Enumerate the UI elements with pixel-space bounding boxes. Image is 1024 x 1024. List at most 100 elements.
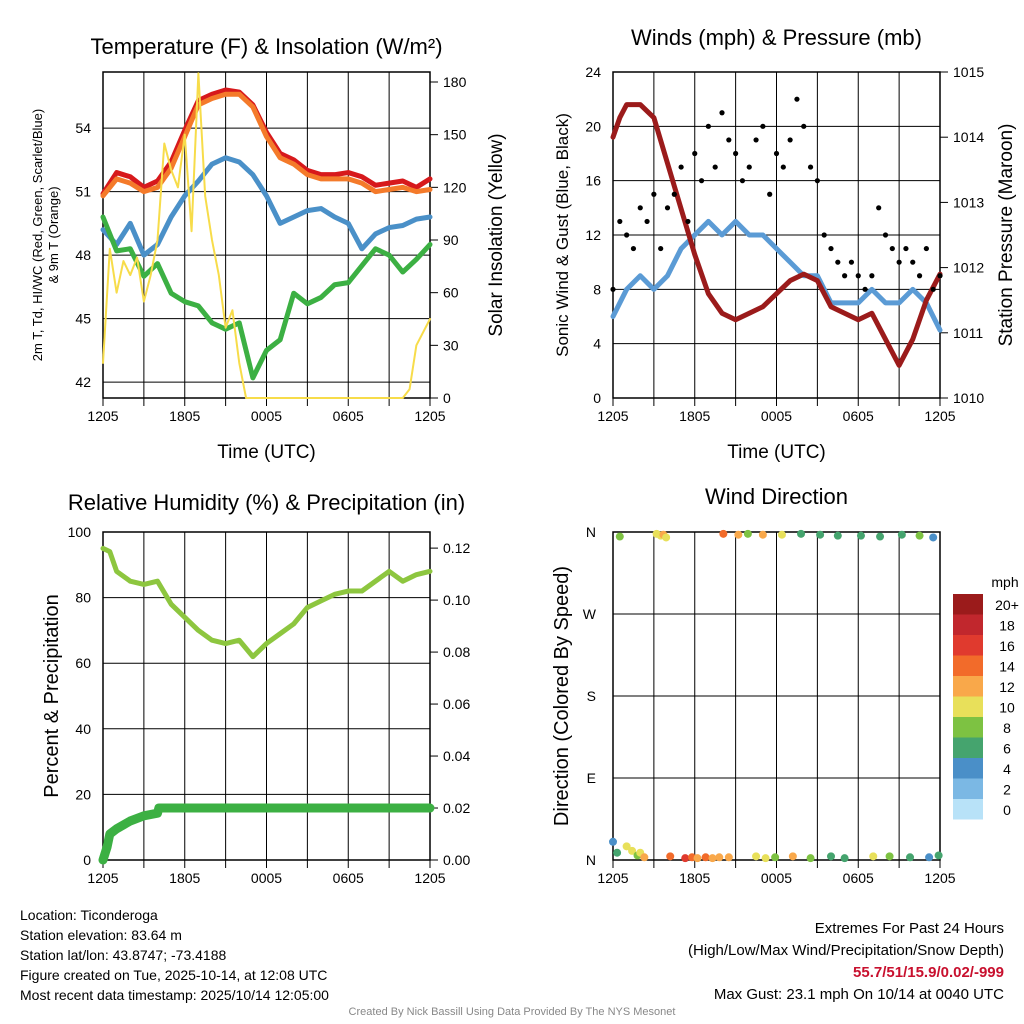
x-tick-label: 1205 — [87, 870, 118, 886]
y-tick-label: 0 — [83, 852, 91, 868]
gust-point — [719, 110, 725, 116]
wind-direction-point — [734, 530, 743, 539]
wind-direction-point — [609, 837, 617, 846]
y2-axis-label: Solar Insolation (Yellow) — [486, 133, 507, 336]
legend-swatch — [953, 696, 983, 717]
y-tick-label: 42 — [75, 374, 91, 390]
y-axis-label: Sonic Wind & Gust (Blue, Black) — [553, 113, 572, 357]
gust-point — [910, 259, 916, 265]
y2-tick-label: 0.02 — [443, 800, 470, 816]
y-tick-label: 54 — [75, 120, 91, 136]
legend-label: 0 — [1003, 802, 1011, 818]
y-tick-label: 4 — [593, 336, 601, 352]
y2-tick-label: 150 — [443, 127, 467, 143]
y2-tick-label: 60 — [443, 285, 459, 301]
gust-point — [835, 259, 841, 265]
y-tick-label: 12 — [585, 227, 601, 243]
x-axis-label: Time (UTC) — [727, 442, 826, 463]
wind-direction-point — [840, 854, 849, 863]
x-tick-label: 1805 — [169, 408, 200, 424]
lat-lon: Station lat/lon: 43.8747; -73.4188 — [20, 947, 227, 963]
extremes-title: Extremes For Past 24 Hours — [814, 920, 1004, 937]
wind-direction-point — [929, 533, 938, 542]
wind-direction-point — [876, 532, 885, 541]
x-tick-label: 0005 — [251, 870, 282, 886]
gust-point — [842, 273, 848, 279]
y-tick-label: 0 — [593, 390, 601, 406]
wind-direction-point — [724, 853, 733, 862]
gust-point — [903, 245, 909, 252]
x-tick-label: 1205 — [924, 870, 955, 886]
legend-swatch — [953, 614, 983, 635]
wind-direction-point — [715, 853, 724, 862]
y2-tick-label: 1015 — [953, 64, 984, 80]
y2-tick-label: 0 — [443, 390, 451, 406]
legend-swatch — [953, 655, 983, 676]
credit: Created By Nick Bassill Using Data Provi… — [348, 1006, 676, 1018]
legend-label: 8 — [1003, 720, 1011, 736]
x-tick-label: 0005 — [761, 870, 792, 886]
plot-frame — [102, 531, 431, 861]
extremes-values: 55.7/51/15.9/0.02/-999 — [853, 964, 1004, 981]
y-axis-label-2: & 9m T (Orange) — [46, 186, 61, 283]
wind-direction-point — [758, 530, 767, 539]
elevation: Station elevation: 83.64 m — [20, 927, 182, 943]
gust-point — [773, 150, 780, 157]
y2-tick-label: 0.04 — [443, 748, 470, 764]
gust-point — [821, 232, 827, 238]
y-tick-label: N — [586, 524, 596, 540]
legend-label: 2 — [1003, 782, 1011, 798]
legend-swatch — [953, 676, 983, 697]
series-station-pressure — [610, 102, 943, 368]
gust-point — [733, 150, 739, 157]
legend-label: 4 — [1003, 761, 1011, 777]
x-tick-label: 0605 — [843, 870, 874, 886]
gust-point — [610, 286, 616, 292]
gust-point — [637, 205, 643, 211]
y2-tick-label: 0.10 — [443, 592, 470, 608]
wind-direction-point — [761, 854, 770, 863]
y2-tick-label: 0.12 — [443, 540, 470, 556]
y2-tick-label: 1010 — [953, 390, 984, 406]
wind-direction-point — [816, 530, 825, 539]
wind-direction-point — [681, 854, 690, 863]
plot-frame — [612, 71, 941, 399]
gust-point — [882, 232, 889, 238]
legend-label: 12 — [999, 679, 1015, 695]
y-tick-label: 20 — [75, 786, 91, 802]
gust-point — [801, 123, 807, 129]
gust-point — [651, 191, 657, 197]
gust-point — [916, 273, 923, 279]
wind-direction-point — [662, 533, 671, 542]
gust-point — [705, 123, 711, 129]
y-tick-label: E — [587, 770, 596, 786]
wind-direction-point — [615, 532, 624, 541]
wind-direction-point — [906, 853, 915, 862]
gust-point — [855, 273, 861, 279]
x-tick-label: 0605 — [843, 408, 874, 424]
gust-point — [780, 164, 786, 170]
wind-direction-point — [897, 530, 906, 539]
y2-tick-label: 0.00 — [443, 852, 470, 868]
x-axis-label: Time (UTC) — [217, 442, 316, 463]
gust-point — [692, 150, 698, 157]
gust-point — [746, 164, 752, 170]
max-gust: Max Gust: 23.1 mph On 10/14 at 0040 UTC — [713, 986, 1004, 1003]
x-tick-label: 1205 — [597, 870, 628, 886]
wind-direction-point — [915, 531, 924, 540]
y2-tick-label: 30 — [443, 337, 459, 353]
wind-direction-point — [885, 852, 894, 861]
chart-title: Temperature (F) & Insolation (W/m²) — [90, 34, 442, 59]
legend-label: 6 — [1003, 741, 1011, 757]
gust-point — [753, 137, 759, 143]
legend-swatch — [953, 594, 983, 615]
wind-direction-point — [934, 851, 943, 860]
gust-point — [712, 164, 718, 170]
gust-point — [698, 178, 705, 184]
y-tick-label: 24 — [585, 64, 601, 80]
gust-point — [923, 245, 929, 252]
wind-direction-point — [806, 854, 815, 863]
y-axis-label: Percent & Precipitation — [41, 594, 63, 797]
gust-point — [726, 137, 732, 143]
